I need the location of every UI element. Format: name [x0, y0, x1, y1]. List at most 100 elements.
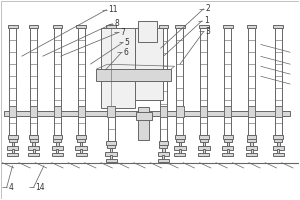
Bar: [223, 135, 232, 139]
Bar: [32, 142, 35, 146]
Bar: [110, 148, 112, 152]
Bar: [28, 25, 38, 28]
Bar: [53, 139, 62, 142]
Text: 3: 3: [205, 27, 210, 36]
Bar: [9, 106, 16, 117]
Bar: [12, 149, 13, 153]
Bar: [138, 107, 149, 140]
Text: 1: 1: [204, 16, 208, 25]
Bar: [7, 146, 19, 150]
Text: 5: 5: [124, 38, 130, 47]
Bar: [8, 135, 18, 139]
Bar: [107, 145, 115, 148]
Bar: [56, 149, 58, 153]
Bar: [136, 112, 152, 120]
Bar: [277, 142, 280, 146]
Bar: [30, 28, 37, 135]
Bar: [176, 139, 184, 142]
Bar: [76, 135, 86, 139]
Bar: [176, 28, 183, 135]
Bar: [274, 25, 283, 28]
Bar: [158, 141, 168, 145]
Bar: [247, 135, 256, 139]
Bar: [52, 135, 62, 139]
Bar: [175, 153, 185, 156]
Bar: [76, 146, 87, 150]
Bar: [198, 153, 209, 156]
Text: 4: 4: [8, 183, 13, 192]
Bar: [174, 146, 186, 150]
Bar: [162, 148, 165, 152]
Bar: [9, 28, 16, 135]
Bar: [54, 28, 61, 135]
Bar: [78, 28, 85, 135]
Bar: [227, 149, 229, 153]
Bar: [80, 142, 83, 146]
Bar: [200, 28, 207, 135]
Bar: [175, 25, 185, 28]
Bar: [28, 153, 39, 156]
Bar: [158, 152, 169, 156]
Bar: [200, 106, 208, 117]
Bar: [273, 146, 284, 150]
Bar: [159, 145, 167, 148]
Bar: [275, 106, 282, 117]
Bar: [175, 135, 185, 139]
Bar: [7, 153, 18, 156]
Bar: [246, 153, 257, 156]
Bar: [52, 146, 63, 150]
Text: 2: 2: [205, 4, 210, 13]
Bar: [96, 69, 171, 81]
Bar: [250, 142, 253, 146]
Bar: [158, 159, 169, 162]
Bar: [160, 106, 167, 117]
Bar: [106, 25, 116, 28]
Bar: [110, 155, 112, 159]
Bar: [199, 25, 209, 28]
Bar: [199, 135, 209, 139]
Bar: [8, 25, 18, 28]
Bar: [33, 149, 35, 153]
Bar: [226, 142, 229, 146]
Bar: [278, 149, 279, 153]
Bar: [135, 28, 164, 100]
Bar: [274, 135, 283, 139]
Bar: [248, 28, 255, 135]
Bar: [224, 106, 231, 117]
Bar: [9, 139, 17, 142]
Bar: [77, 139, 86, 142]
Bar: [250, 149, 253, 153]
Bar: [198, 146, 210, 150]
Bar: [158, 25, 168, 28]
Bar: [30, 106, 37, 117]
Bar: [179, 142, 181, 146]
Bar: [105, 152, 117, 156]
Bar: [248, 139, 256, 142]
Bar: [163, 155, 164, 159]
Bar: [106, 159, 117, 162]
Bar: [248, 106, 255, 117]
Text: 7: 7: [120, 28, 125, 37]
Bar: [56, 142, 58, 146]
Bar: [107, 106, 115, 117]
Bar: [223, 25, 232, 28]
Bar: [52, 25, 62, 28]
Bar: [76, 153, 87, 156]
Bar: [273, 153, 284, 156]
Bar: [28, 135, 38, 139]
Bar: [108, 28, 115, 141]
Bar: [202, 142, 205, 146]
Bar: [222, 153, 233, 156]
Bar: [4, 111, 290, 116]
Bar: [54, 106, 61, 117]
Bar: [106, 141, 116, 145]
Bar: [28, 146, 39, 150]
Bar: [247, 25, 256, 28]
Bar: [138, 21, 158, 42]
Bar: [52, 153, 63, 156]
Text: 8: 8: [114, 19, 119, 28]
Bar: [176, 106, 184, 117]
Bar: [246, 146, 257, 150]
Text: 14: 14: [35, 183, 45, 192]
Bar: [274, 139, 282, 142]
